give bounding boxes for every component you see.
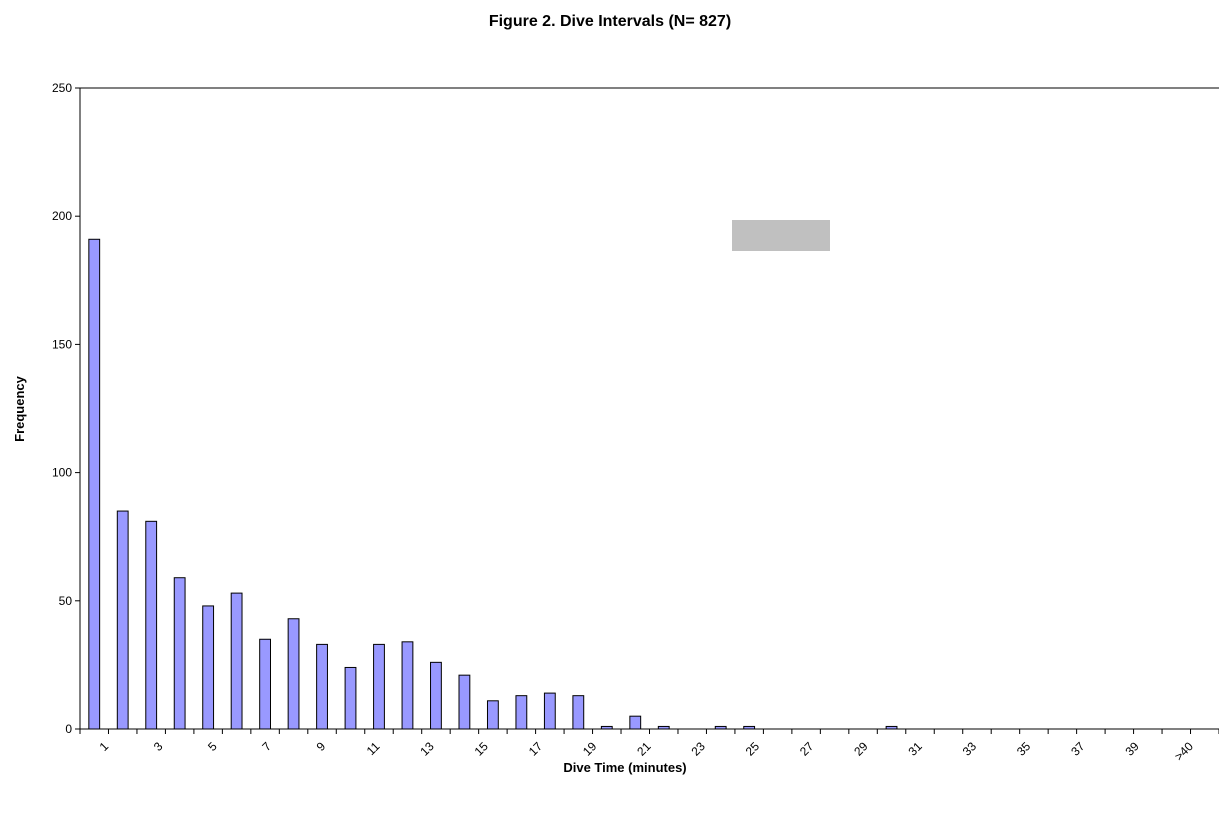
x-axis-label: Dive Time (minutes): [563, 760, 686, 775]
bar: [230, 592, 243, 730]
y-tick-label: 50: [59, 594, 73, 608]
x-tick-label: 3: [151, 739, 166, 754]
y-tick-label: 0: [65, 722, 72, 736]
bar: [430, 661, 442, 730]
bar: [572, 695, 585, 730]
x-tick-label: >40: [1172, 739, 1197, 764]
x-tick-label: 29: [851, 739, 871, 759]
x-tick-label: 23: [689, 739, 709, 759]
bar: [486, 700, 499, 730]
bar: [543, 692, 556, 730]
bar: [287, 618, 300, 730]
bar: [600, 725, 613, 730]
bar: [116, 510, 129, 730]
x-tick-label: 39: [1122, 739, 1142, 759]
x-tick-label: 35: [1014, 739, 1034, 759]
bar: [202, 605, 215, 730]
x-tick-label: 15: [472, 739, 492, 759]
legend-placeholder: [732, 220, 830, 251]
x-tick-label: 19: [580, 739, 600, 759]
bar: [259, 638, 271, 730]
x-tick-label: 7: [259, 739, 274, 754]
y-tick-label: 150: [52, 337, 72, 351]
x-tick-label: 1: [97, 739, 112, 754]
bar: [629, 715, 642, 730]
x-tick-label: 37: [1068, 739, 1088, 759]
bar: [515, 695, 528, 730]
x-tick-label: 27: [797, 739, 817, 759]
chart-title: Figure 2. Dive Intervals (N= 827): [489, 13, 731, 30]
bar: [714, 725, 727, 730]
x-tick-label: 9: [314, 739, 329, 754]
bar: [373, 643, 385, 730]
y-axis-label: Frequency: [12, 375, 27, 442]
bar: [145, 520, 158, 730]
x-tick-label: 33: [960, 739, 980, 759]
x-tick-label: 11: [364, 739, 383, 758]
x-tick-label: 21: [634, 739, 654, 759]
x-tick-label: 25: [743, 739, 763, 759]
y-tick-label: 200: [52, 209, 72, 223]
y-tick-label: 250: [52, 81, 72, 95]
bar: [344, 666, 357, 730]
bar: [743, 725, 756, 730]
x-tick-label: 5: [205, 739, 220, 754]
bar: [458, 674, 471, 730]
bar: [885, 725, 898, 730]
y-tick-label: 100: [52, 466, 72, 480]
x-tick-label: 31: [905, 739, 925, 759]
bar: [657, 725, 670, 730]
bar: [316, 643, 328, 730]
x-tick-label: 17: [526, 739, 546, 759]
bar: [401, 641, 414, 730]
x-tick-label: 13: [417, 739, 437, 759]
bar: [88, 238, 101, 730]
bar: [173, 577, 186, 730]
